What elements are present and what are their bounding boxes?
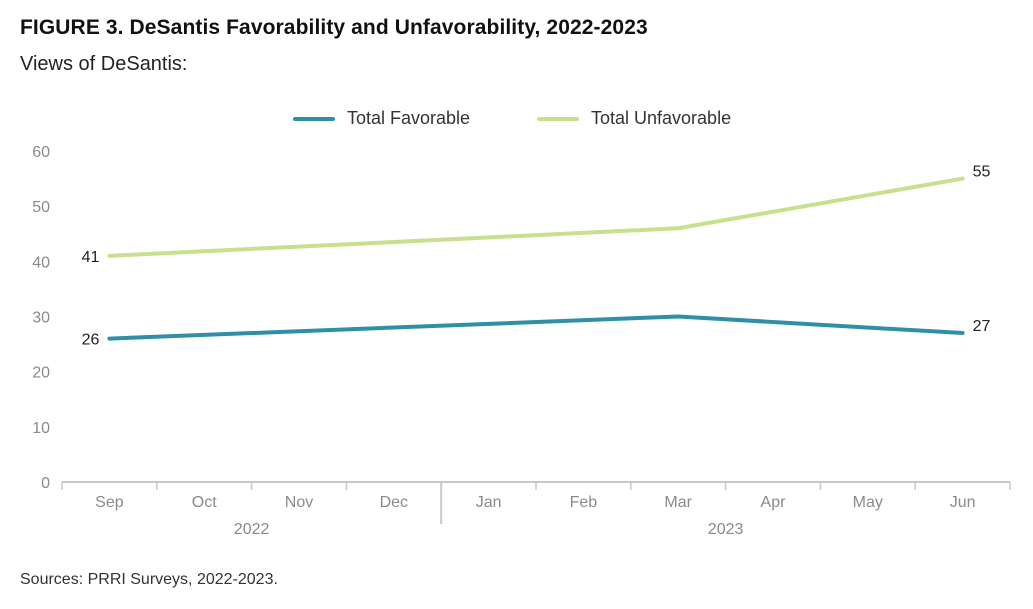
x-tick-label: Mar (664, 494, 692, 511)
data-label: 26 (82, 332, 100, 349)
legend-item-unfavorable: Total Unfavorable (537, 108, 731, 129)
data-label: 41 (82, 249, 100, 266)
x-tick-label: Sep (95, 494, 124, 511)
y-tick-label: 30 (32, 310, 50, 327)
y-tick-label: 60 (32, 144, 50, 161)
y-tick-label: 20 (32, 365, 50, 382)
legend-swatch-unfavorable (537, 116, 579, 121)
x-tick-label: Dec (380, 494, 408, 511)
year-group-label: 2022 (234, 521, 270, 538)
year-group-label: 2023 (708, 521, 744, 538)
x-tick-label: Jan (476, 494, 502, 511)
y-tick-label: 10 (32, 420, 50, 437)
x-tick-label: Feb (570, 494, 598, 511)
chart-legend: Total Favorable Total Unfavorable (0, 108, 1033, 132)
x-tick-label: Apr (761, 494, 787, 511)
y-tick-label: 50 (32, 199, 50, 216)
y-tick-label: 0 (41, 475, 50, 492)
legend-label-unfavorable: Total Unfavorable (591, 108, 732, 128)
figure-subtitle: Views of DeSantis: (20, 53, 188, 75)
x-tick-label: Oct (192, 494, 217, 511)
legend-item-favorable: Total Favorable (293, 108, 470, 129)
figure-source: Sources: PRRI Surveys, 2022-2023. (20, 571, 278, 588)
data-label: 55 (973, 164, 991, 181)
legend-swatch-favorable (293, 116, 335, 121)
series-line-unfavorable (107, 176, 965, 258)
series-line-favorable (107, 314, 965, 341)
x-tick-label: Jun (950, 494, 976, 511)
figure-title: FIGURE 3. DeSantis Favorability and Unfa… (20, 16, 648, 39)
x-tick-label: Nov (285, 494, 313, 511)
data-label: 27 (973, 318, 991, 335)
x-tick-label: May (853, 494, 883, 511)
y-tick-label: 40 (32, 254, 50, 271)
legend-label-favorable: Total Favorable (347, 108, 471, 128)
